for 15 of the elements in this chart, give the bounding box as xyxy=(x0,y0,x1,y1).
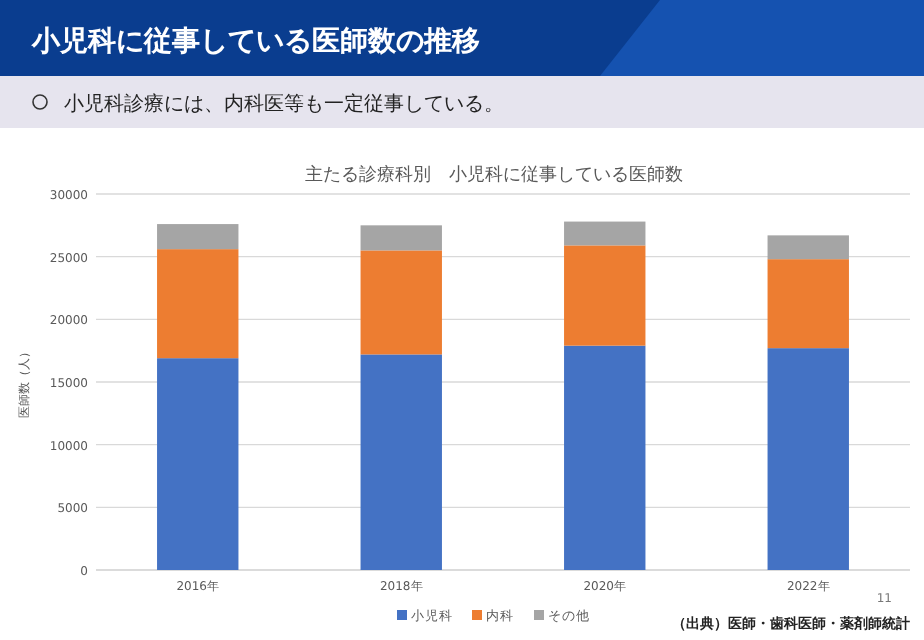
bar xyxy=(767,235,849,260)
bar xyxy=(157,358,239,570)
bar xyxy=(767,259,849,349)
bar xyxy=(564,245,646,346)
chart-title: 小児科に従事している医師数の推移 xyxy=(30,26,480,58)
chart-subtitle: 小児科診療には、内科医等も一定従事している。 xyxy=(64,92,504,116)
bar xyxy=(157,224,239,250)
bar xyxy=(157,249,239,359)
bar xyxy=(360,354,442,570)
bar xyxy=(564,345,646,570)
bar xyxy=(360,225,442,251)
text: 主たる診療科別 小児科に従事している医師数 xyxy=(305,164,683,186)
bar xyxy=(360,250,442,355)
bar xyxy=(767,348,849,570)
bar xyxy=(564,221,646,246)
